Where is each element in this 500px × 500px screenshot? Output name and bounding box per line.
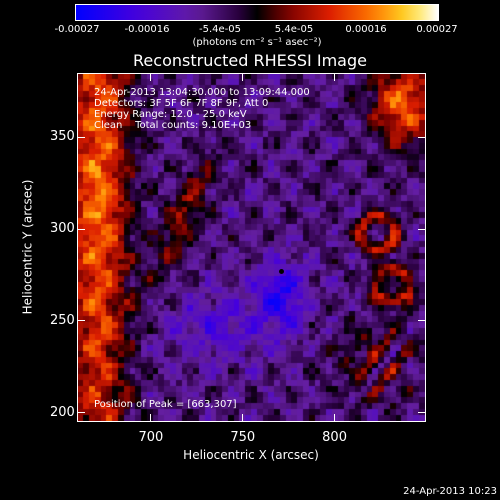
x-axis-label: Heliocentric X (arcsec) [183,448,319,462]
y-axis-label: Heliocentric Y (arcsec) [20,179,35,315]
x-tick-mark-top [241,73,243,81]
y-tick-label: 350 [50,129,75,145]
heatmap-image [78,74,425,421]
y-tick-mark-right [418,136,426,138]
y-tick-label: 200 [50,404,75,420]
plot-area: 24-Apr-2013 13:04:30.000 to 13:09:44.000… [77,73,426,422]
annotation-clean-counts: Clean Total counts: 9.10E+03 [94,120,252,131]
x-tick-label: 700 [138,430,164,445]
y-tick-mark-left [77,228,85,230]
annotation-detectors: Detectors: 3F 5F 6F 7F 8F 9F, Att 0 [94,98,269,109]
colorbar-tick-5: 0.00016 [345,24,387,35]
x-tick-mark-top [333,73,335,81]
x-tick-label: 750 [230,430,256,445]
colorbar-tick-3: -5.4e-05 [199,24,241,35]
colorbar-tick-1: -0.00027 [54,24,100,35]
chart-title: Reconstructed RHESSI Image [133,51,367,70]
timestamp: 24-Apr-2013 10:23 [403,486,497,497]
annotation-time-range: 24-Apr-2013 13:04:30.000 to 13:09:44.000 [94,87,310,98]
x-tick-mark-bottom [333,414,335,422]
colorbar-unit-label: (photons cm⁻² s⁻¹ asec⁻²) [192,37,322,48]
x-tick-label: 800 [322,430,347,445]
y-tick-mark-right [418,412,426,414]
y-tick-mark-right [418,228,426,230]
annotation-peak-position: Position of Peak = [663,307] [94,399,237,410]
x-tick-mark-bottom [149,414,151,422]
y-tick-mark-left [77,412,85,414]
x-tick-mark-bottom [241,414,243,422]
colorbar-tick-4: 5.4e-05 [274,24,314,35]
x-tick-mark-top [149,73,151,81]
y-tick-mark-right [418,320,426,322]
annotation-energy-range: Energy Range: 12.0 - 25.0 keV [94,109,247,120]
y-tick-label: 250 [50,312,75,328]
y-tick-label: 300 [50,221,75,237]
y-tick-mark-left [77,320,85,322]
colorbar-tick-6: 0.00027 [416,24,458,35]
colorbar-tick-2: -0.00016 [124,24,170,35]
y-tick-mark-left [77,136,85,138]
peak-marker [278,269,284,275]
colorbar [75,4,439,21]
